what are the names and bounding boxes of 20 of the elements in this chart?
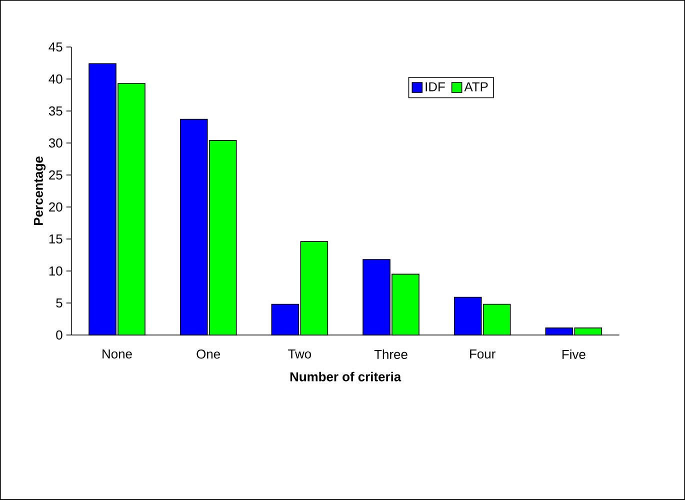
- x-tick-label: Two: [288, 350, 312, 359]
- legend-label: IDF: [426, 82, 445, 92]
- y-axis-title: Percentage: [34, 156, 46, 226]
- y-tick-label: 20: [49, 202, 62, 212]
- legend-label: ATP: [464, 82, 488, 92]
- x-tick-label: None: [102, 350, 132, 359]
- y-tick-label: 40: [48, 74, 62, 84]
- y-tick-label: 35: [48, 106, 62, 116]
- x-tick-label: Three: [374, 350, 408, 360]
- y-tick-label: 45: [48, 42, 62, 52]
- y-tick-label: 30: [48, 138, 62, 148]
- x-axis-title: Number of criteria: [290, 372, 402, 382]
- y-tick-label: 25: [49, 170, 62, 180]
- y-tick-label: 5: [56, 298, 62, 308]
- y-tick-label: 10: [49, 266, 62, 276]
- y-tick-label: 0: [56, 330, 62, 340]
- y-tick-label: 15: [49, 234, 62, 244]
- x-tick-label: One: [196, 350, 220, 359]
- x-tick-label: Five: [562, 350, 586, 360]
- x-tick-label: Four: [470, 350, 496, 359]
